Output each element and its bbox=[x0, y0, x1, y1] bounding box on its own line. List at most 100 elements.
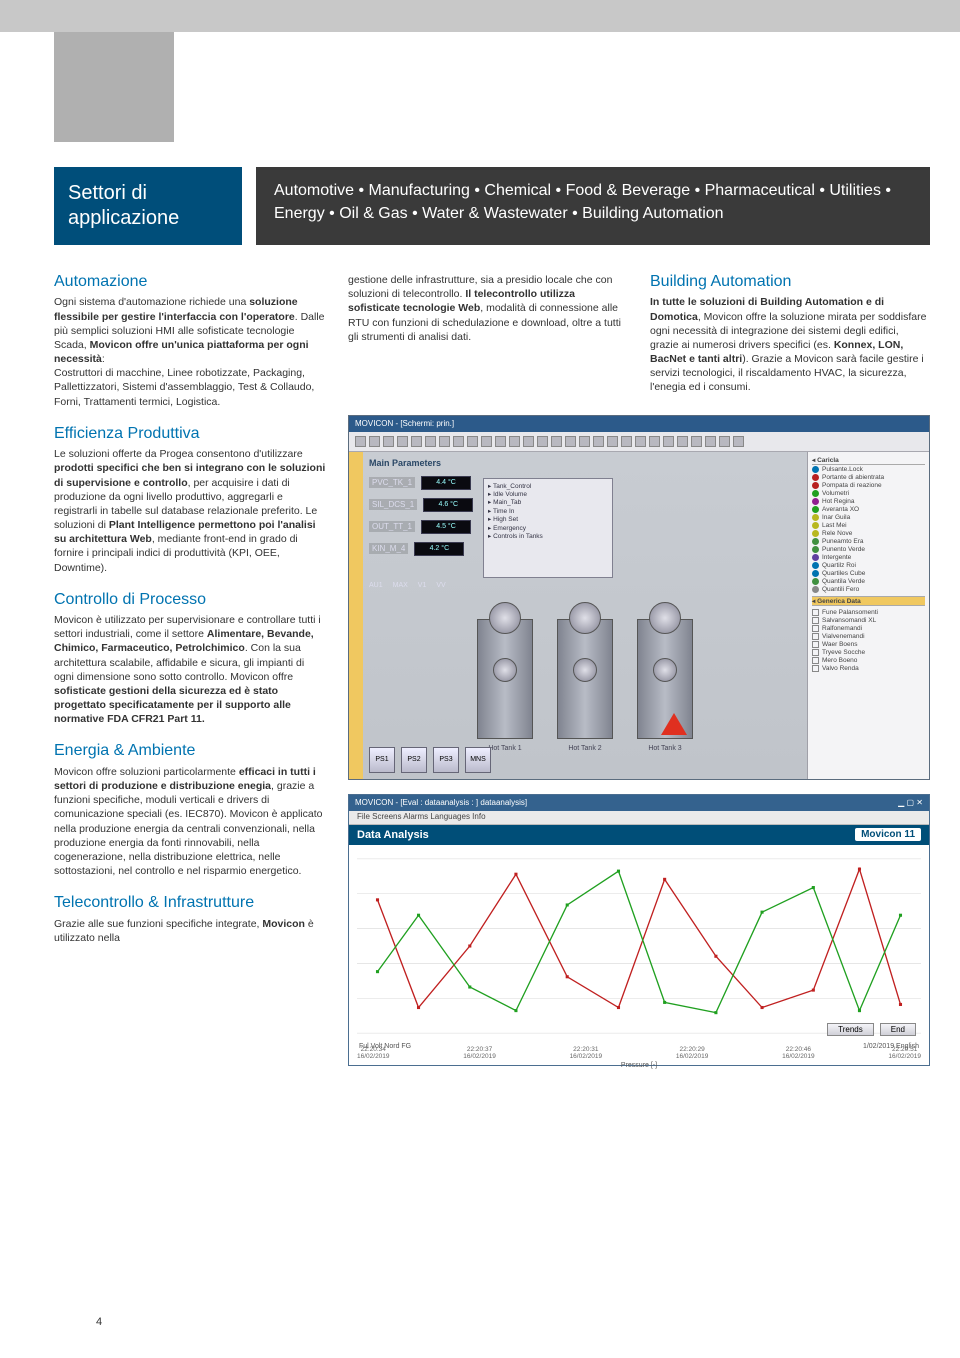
toolbar-icon[interactable] bbox=[705, 436, 716, 447]
checkbox-icon[interactable] bbox=[812, 665, 819, 672]
ps-button[interactable]: PS1 bbox=[369, 747, 395, 773]
toolbar-icon[interactable] bbox=[397, 436, 408, 447]
side-item[interactable]: Quartiles Cube bbox=[812, 570, 925, 577]
ps-button[interactable]: PS3 bbox=[433, 747, 459, 773]
toolbar-icon[interactable] bbox=[621, 436, 632, 447]
checkbox-icon[interactable] bbox=[812, 617, 819, 624]
color-dot-icon bbox=[812, 482, 819, 489]
side-item-label: Waer Boens bbox=[822, 641, 858, 648]
data-analysis-bar: Data Analysis Movicon 11 bbox=[349, 825, 929, 845]
toolbar-icon[interactable] bbox=[593, 436, 604, 447]
toolbar-icon[interactable] bbox=[523, 436, 534, 447]
color-dot-icon bbox=[812, 538, 819, 545]
hud-label: AU1 bbox=[369, 582, 383, 589]
side-item[interactable]: Quantili Fero bbox=[812, 586, 925, 593]
chart-marker bbox=[417, 1006, 420, 1009]
checkbox-icon[interactable] bbox=[812, 625, 819, 632]
chart-button[interactable]: End bbox=[880, 1023, 916, 1036]
checkbox-icon[interactable] bbox=[812, 609, 819, 616]
toolbar-icon[interactable] bbox=[663, 436, 674, 447]
side-item[interactable]: Volumetri bbox=[812, 490, 925, 497]
chart-marker bbox=[617, 869, 620, 872]
image-area: MOVICON - [Schermi: prin.] Main Paramete… bbox=[348, 397, 930, 1066]
toolbar-icon[interactable] bbox=[691, 436, 702, 447]
side-item[interactable]: Tryeve Socche bbox=[812, 649, 925, 656]
chart-xlabel: Pressure [-] bbox=[357, 1062, 921, 1069]
chart-marker bbox=[714, 1011, 717, 1014]
title-line-2: applicazione bbox=[68, 207, 179, 229]
data-analysis-title: Data Analysis bbox=[357, 829, 429, 841]
toolbar-icon[interactable] bbox=[425, 436, 436, 447]
toolbar-icon[interactable] bbox=[369, 436, 380, 447]
side-item[interactable]: Pulsante.Lock bbox=[812, 466, 925, 473]
side-item[interactable]: Waer Boens bbox=[812, 641, 925, 648]
side-item-label: Hot Regina bbox=[822, 498, 855, 505]
ps-button[interactable]: PS2 bbox=[401, 747, 427, 773]
side-item-label: Vialvenemandi bbox=[822, 633, 865, 640]
toolbar-icon[interactable] bbox=[537, 436, 548, 447]
toolbar-icon[interactable] bbox=[383, 436, 394, 447]
color-dot-icon bbox=[812, 530, 819, 537]
side-item[interactable]: Pompata di reazione bbox=[812, 482, 925, 489]
chart-marker bbox=[899, 913, 902, 916]
chart-marker bbox=[858, 867, 861, 870]
chart-button[interactable]: Trends bbox=[827, 1023, 874, 1036]
column-right: Building AutomationIn tutte le soluzioni… bbox=[650, 273, 930, 397]
side-item[interactable]: Last Mei bbox=[812, 522, 925, 529]
hud-label: MAX bbox=[393, 582, 408, 589]
toolbar-icon[interactable] bbox=[495, 436, 506, 447]
checkbox-icon[interactable] bbox=[812, 657, 819, 664]
side-item[interactable]: Mero Boeno bbox=[812, 657, 925, 664]
side-item[interactable]: Vialvenemandi bbox=[812, 633, 925, 640]
toolbar-icon[interactable] bbox=[551, 436, 562, 447]
side-item[interactable]: Ralfonemandi bbox=[812, 625, 925, 632]
toolbar-icon[interactable] bbox=[677, 436, 688, 447]
side-item[interactable]: Puneamto Era bbox=[812, 538, 925, 545]
side-item[interactable]: Rele Nove bbox=[812, 530, 925, 537]
toolbar-icon[interactable] bbox=[565, 436, 576, 447]
toolbar-icon[interactable] bbox=[579, 436, 590, 447]
side-item-label: Valvo Renda bbox=[822, 665, 859, 672]
side-item[interactable]: Valvo Renda bbox=[812, 665, 925, 672]
color-dot-icon bbox=[812, 578, 819, 585]
side-item[interactable]: Fune Palansomenti bbox=[812, 609, 925, 616]
toolbar-icon[interactable] bbox=[411, 436, 422, 447]
toolbar-icon[interactable] bbox=[509, 436, 520, 447]
toolbar-icon[interactable] bbox=[439, 436, 450, 447]
side-item[interactable]: Hot Regina bbox=[812, 498, 925, 505]
side-item[interactable]: Salvansomandi XL bbox=[812, 617, 925, 624]
info-line: ▸ Tank_Control bbox=[488, 483, 608, 491]
side-item[interactable]: Punento Verde bbox=[812, 546, 925, 553]
toolbar-icon[interactable] bbox=[635, 436, 646, 447]
side-item[interactable]: Quantila Verde bbox=[812, 578, 925, 585]
checkbox-icon[interactable] bbox=[812, 633, 819, 640]
top-gray-bar bbox=[0, 0, 960, 32]
toolbar-icon[interactable] bbox=[649, 436, 660, 447]
section-heading: Controllo di Processo bbox=[54, 591, 326, 609]
ps-button[interactable]: MNS bbox=[465, 747, 491, 773]
checkbox-icon[interactable] bbox=[812, 641, 819, 648]
chart-marker bbox=[514, 872, 517, 875]
bottom-buttons: PS1PS2PS3MNS bbox=[369, 747, 491, 773]
checkbox-icon[interactable] bbox=[812, 649, 819, 656]
chart-marker bbox=[858, 1009, 861, 1012]
toolbar-icon[interactable] bbox=[481, 436, 492, 447]
side-item[interactable]: Portante di abientrata bbox=[812, 474, 925, 481]
side-item[interactable]: Averanta XO bbox=[812, 506, 925, 513]
toolbar-icon[interactable] bbox=[719, 436, 730, 447]
color-dot-icon bbox=[812, 570, 819, 577]
side-item[interactable]: Intergente bbox=[812, 554, 925, 561]
toolbar-icon[interactable] bbox=[453, 436, 464, 447]
info-line: ▸ Idle Volume bbox=[488, 491, 608, 499]
side-item[interactable]: Quartilz Roi bbox=[812, 562, 925, 569]
chart-marker bbox=[714, 954, 717, 957]
side-item[interactable]: Inar Guila bbox=[812, 514, 925, 521]
toolbar-icon[interactable] bbox=[733, 436, 744, 447]
screenshot-toolbar bbox=[349, 432, 929, 452]
toolbar-icon[interactable] bbox=[607, 436, 618, 447]
warning-icon bbox=[661, 713, 687, 735]
toolbar-icon[interactable] bbox=[355, 436, 366, 447]
chart-marker bbox=[812, 988, 815, 991]
title-line-1: Settori di bbox=[68, 182, 147, 204]
toolbar-icon[interactable] bbox=[467, 436, 478, 447]
